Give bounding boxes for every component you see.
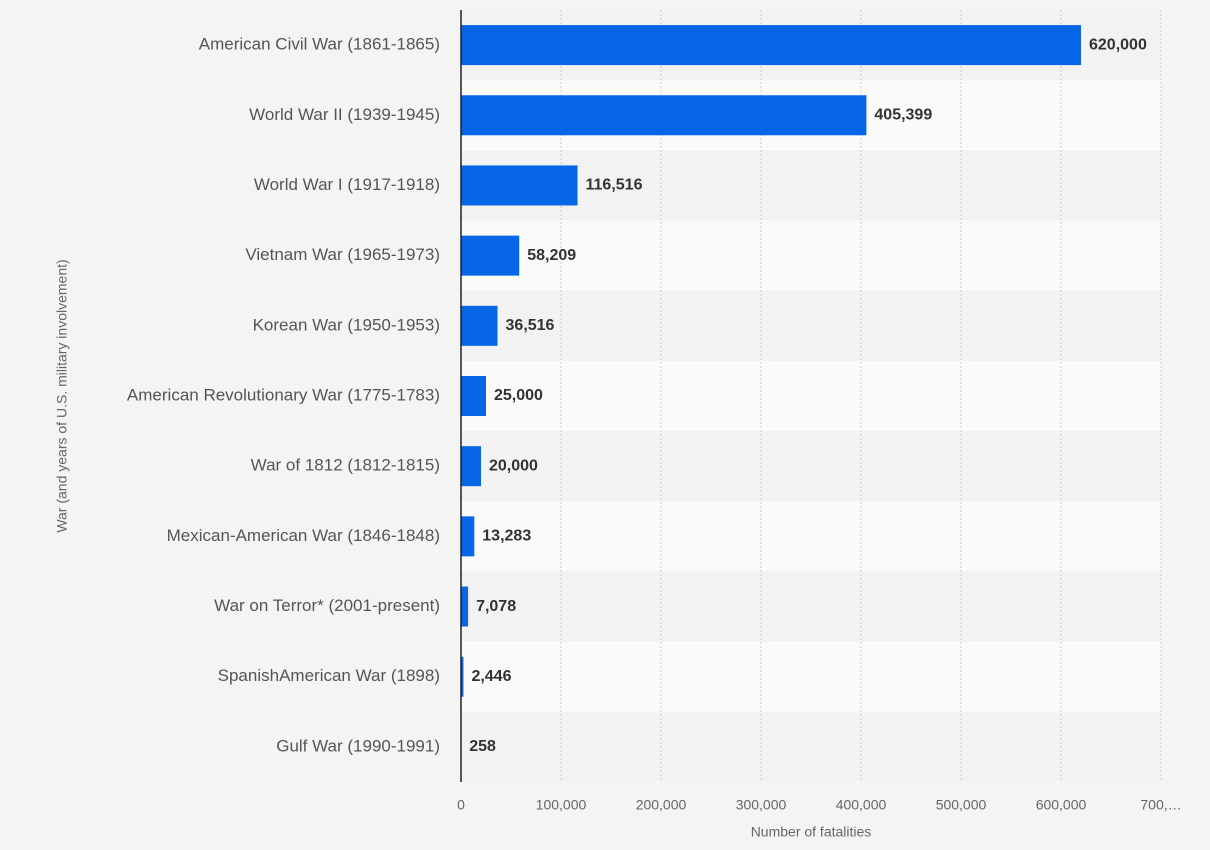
value-label: 7,078 (476, 598, 516, 615)
row-band (461, 290, 1161, 361)
row-band (461, 501, 1161, 572)
x-axis-title: Number of fatalities (751, 824, 872, 840)
value-label: 58,209 (527, 247, 576, 264)
value-label: 25,000 (494, 387, 543, 404)
value-label: 13,283 (482, 528, 531, 545)
row-band (461, 571, 1161, 642)
row-band (461, 360, 1161, 432)
bar (461, 25, 1081, 66)
row-band (461, 641, 1161, 712)
y-tick-label: Vietnam War (1965-1973) (245, 245, 440, 264)
bar (461, 235, 520, 276)
x-tick-label: 300,000 (736, 797, 787, 813)
value-label: 116,516 (586, 177, 643, 194)
value-label: 620,000 (1089, 36, 1147, 53)
value-label: 20,000 (489, 457, 538, 474)
y-tick-label: War on Terror* (2001-present) (214, 596, 440, 615)
x-tick-label: 500,000 (936, 797, 987, 813)
value-label: 36,516 (506, 317, 555, 334)
bar (461, 305, 498, 346)
y-tick-label: American Civil War (1861-1865) (199, 35, 440, 54)
bar (461, 656, 464, 697)
y-tick-label: SpanishAmerican War (1898) (218, 666, 440, 685)
y-axis-title: War (and years of U.S. military involvem… (54, 259, 70, 532)
x-tick-label: 200,000 (636, 797, 687, 813)
row-band (461, 711, 1161, 782)
bar (461, 165, 578, 206)
y-tick-label: American Revolutionary War (1775-1783) (127, 385, 440, 404)
y-tick-label: Korean War (1950-1953) (253, 315, 440, 334)
y-tick-label: War of 1812 (1812-1815) (251, 456, 440, 475)
bar (461, 446, 481, 487)
row-band (461, 431, 1161, 502)
bar (461, 586, 469, 627)
y-tick-label: Gulf War (1990-1991) (276, 736, 440, 755)
row-band (461, 150, 1161, 221)
value-label: 2,446 (471, 668, 511, 685)
y-tick-label: World War I (1917-1918) (254, 175, 440, 194)
y-tick-label: World War II (1939-1945) (249, 105, 440, 124)
x-tick-label: 700,… (1140, 797, 1181, 813)
bar (461, 376, 486, 416)
bar (461, 516, 475, 557)
bar (461, 95, 867, 136)
row-band (461, 220, 1161, 291)
x-tick-label: 400,000 (836, 797, 887, 813)
value-label: 258 (469, 738, 496, 755)
x-tick-label: 600,000 (1036, 797, 1087, 813)
x-tick-label: 0 (457, 797, 465, 813)
x-tick-label: 100,000 (536, 797, 587, 813)
value-label: 405,399 (874, 106, 932, 123)
y-tick-label: Mexican-American War (1846-1848) (167, 526, 440, 545)
